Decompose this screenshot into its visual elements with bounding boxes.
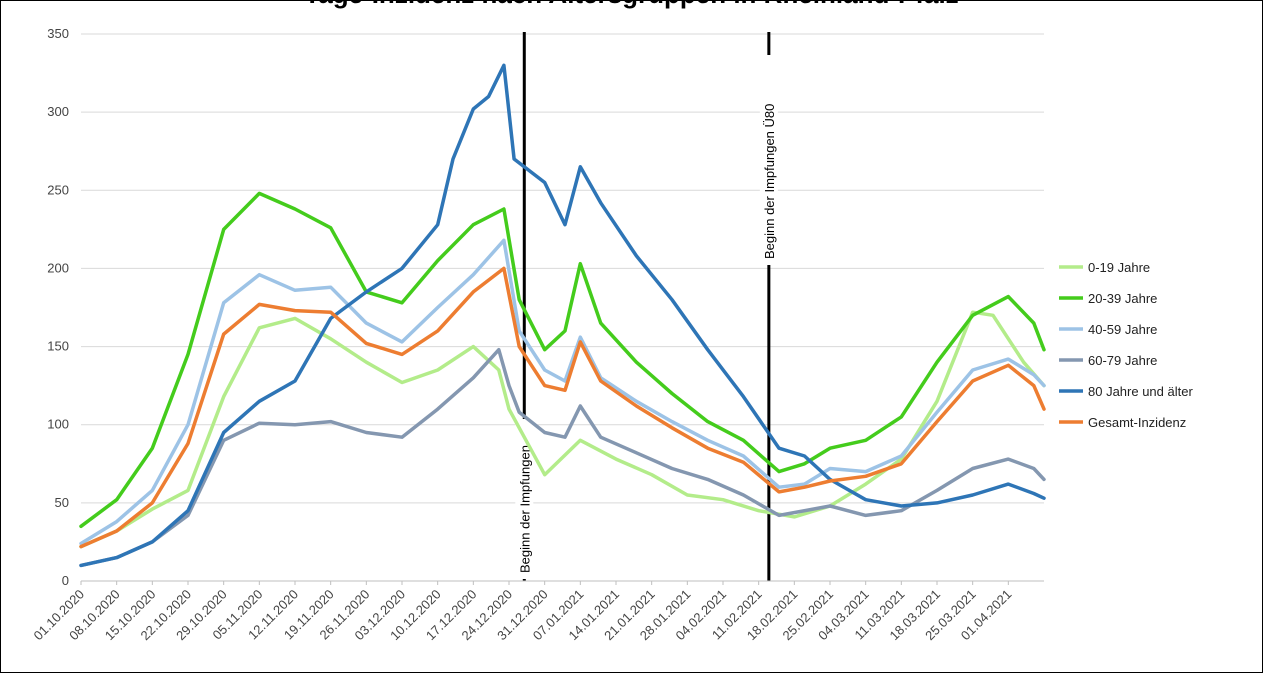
series-line bbox=[79, 266, 1046, 549]
event-label-background bbox=[759, 55, 778, 265]
legend-label: 40-59 Jahre bbox=[1088, 322, 1157, 337]
series-line bbox=[79, 347, 1046, 568]
legend-label: 80 Jahre und älter bbox=[1088, 384, 1193, 399]
series-layer bbox=[79, 63, 1046, 568]
y-tick-label: 0 bbox=[62, 573, 69, 588]
event-layer: Beginn der Impfungen Beginn der Impfungen… bbox=[515, 32, 778, 581]
legend-label: 20-39 Jahre bbox=[1088, 291, 1157, 306]
y-tick-label: 200 bbox=[47, 260, 69, 275]
legend-label: 0-19 Jahre bbox=[1088, 260, 1150, 275]
event-label: Beginn der Impfungen bbox=[517, 445, 532, 573]
y-tick-label: 300 bbox=[47, 104, 69, 119]
y-tick-label: 150 bbox=[47, 339, 69, 354]
legend-label: Gesamt-Inzidenz bbox=[1088, 415, 1186, 430]
chart-title: Tage-Inzidenz nach Altersgruppen in Rhei… bbox=[1, 1, 1262, 10]
y-tick-label: 250 bbox=[47, 182, 69, 197]
y-tick-label: 100 bbox=[47, 417, 69, 432]
series-line bbox=[79, 63, 1046, 568]
series-line bbox=[79, 238, 1046, 546]
y-tick-label: 350 bbox=[47, 26, 69, 41]
legend: 0-19 Jahre 20-39 Jahre 40-59 Jahre 60-79 Ja… bbox=[1059, 260, 1193, 430]
event-label-background bbox=[515, 419, 534, 579]
series-line bbox=[79, 191, 1046, 529]
event-label: Beginn der Impfungen Ü80 bbox=[762, 104, 777, 259]
y-tick-label: 50 bbox=[55, 495, 69, 510]
legend-label: 60-79 Jahre bbox=[1088, 353, 1157, 368]
